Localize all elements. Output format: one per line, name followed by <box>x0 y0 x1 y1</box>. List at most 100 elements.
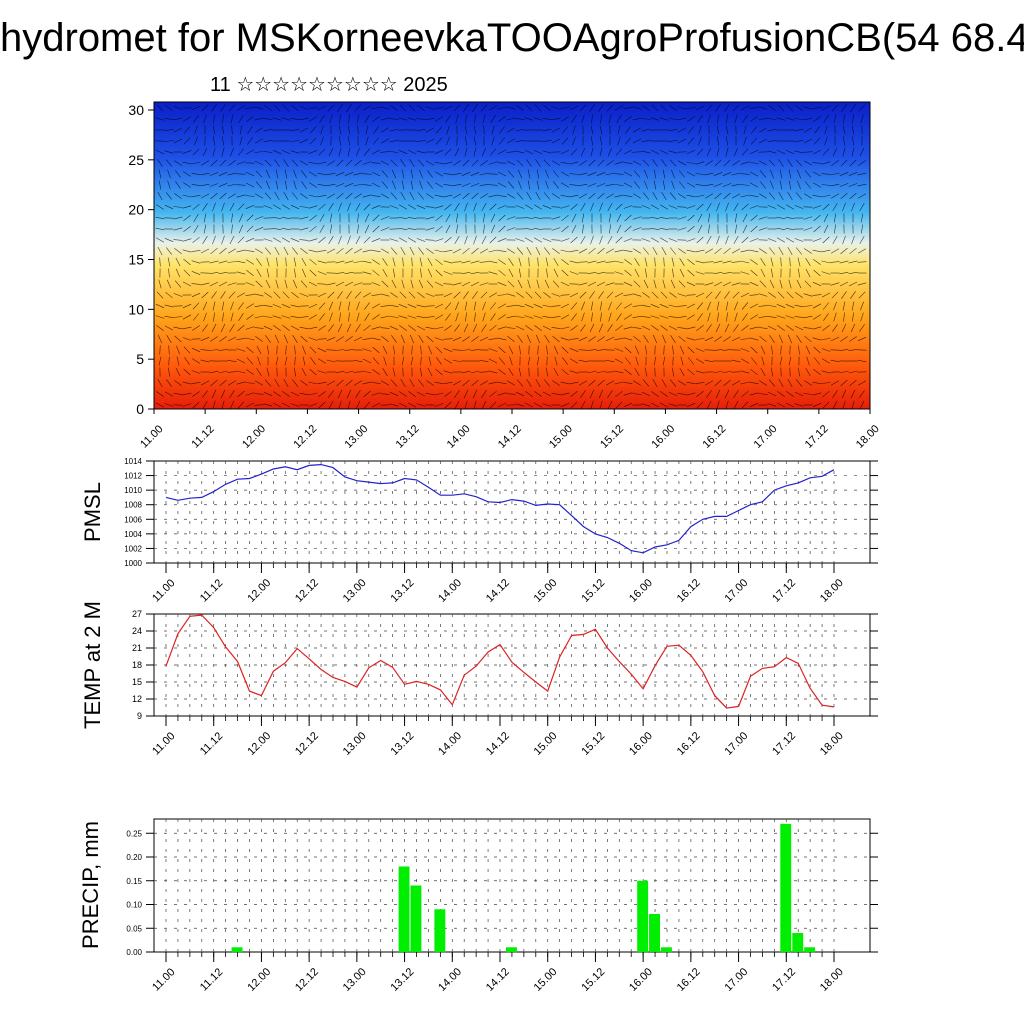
wind-barb <box>830 183 840 187</box>
wind-barb <box>589 291 595 299</box>
wind-barb <box>659 117 669 121</box>
wind-barb <box>263 403 273 407</box>
wind-barb <box>733 390 739 398</box>
wind-barb <box>823 313 829 321</box>
wind-barb <box>615 390 623 398</box>
wind-barb <box>209 272 219 274</box>
wind-barb <box>182 403 192 407</box>
wind-barb <box>543 247 551 255</box>
wind-barb <box>372 214 380 222</box>
wind-barb <box>723 336 731 342</box>
wind-barb <box>537 345 539 355</box>
wind-barb <box>661 378 667 388</box>
wind-barb <box>192 325 200 331</box>
wind-barb <box>623 294 633 296</box>
wind-barb <box>695 358 705 364</box>
y-tick-label: 30 <box>128 102 144 118</box>
wind-barb <box>760 367 766 377</box>
wind-barb <box>319 224 325 234</box>
wind-barb <box>290 391 300 397</box>
wind-barb <box>471 192 479 200</box>
wind-barb <box>192 236 200 244</box>
wind-barb <box>749 249 759 253</box>
y-tick-label: 0.20 <box>126 853 142 862</box>
wind-barb <box>749 402 759 408</box>
precip-bar <box>792 933 804 952</box>
wind-barb <box>686 249 696 253</box>
wind-barb <box>506 216 516 220</box>
wind-barb <box>830 172 840 176</box>
x-tick-label: 11.12 <box>198 966 225 993</box>
wind-barb <box>183 269 191 277</box>
wind-barb <box>569 161 579 165</box>
wind-barb <box>380 293 390 297</box>
wind-barb <box>202 400 208 409</box>
wind-barb <box>309 126 317 134</box>
wind-barb <box>471 247 479 255</box>
wind-barb <box>706 390 712 398</box>
wind-barb <box>464 235 468 245</box>
wind-barb <box>210 336 218 342</box>
wind-barb <box>596 370 606 374</box>
wind-barb <box>435 126 443 134</box>
wind-barb <box>483 213 485 223</box>
wind-barb <box>633 248 641 254</box>
wind-barb <box>641 205 651 209</box>
wind-barb <box>545 169 549 179</box>
wind-barb <box>372 346 380 354</box>
wind-barb <box>542 403 552 407</box>
wind-barb <box>372 259 380 265</box>
wind-barb <box>660 325 668 331</box>
wind-barb <box>677 305 687 307</box>
wind-barb <box>200 172 210 176</box>
precip-bar <box>506 947 517 953</box>
wind-barb <box>443 161 453 165</box>
wind-barb <box>173 227 183 231</box>
wind-barb <box>472 323 478 333</box>
wind-barb <box>344 349 354 351</box>
wind-barb <box>200 193 210 199</box>
wind-barb <box>794 205 804 209</box>
wind-barb <box>534 204 542 210</box>
wind-barb <box>672 345 674 355</box>
wind-barb <box>516 159 524 167</box>
wind-barb <box>317 173 327 175</box>
wind-barb <box>339 312 341 322</box>
wind-barb <box>236 292 246 298</box>
wind-barb <box>741 236 749 244</box>
wind-barb <box>786 291 794 299</box>
wind-barb <box>308 392 318 396</box>
wind-barb <box>372 369 380 375</box>
wind-barb <box>724 389 730 399</box>
wind-barb <box>168 367 170 377</box>
wind-barb <box>632 117 642 121</box>
wind-barb <box>452 282 462 286</box>
wind-barb <box>272 117 282 121</box>
wind-barb <box>398 402 408 408</box>
wind-barb <box>159 257 161 267</box>
wind-barb <box>173 127 183 133</box>
wind-barb <box>443 358 453 364</box>
wind-barb <box>795 379 803 387</box>
wind-barb <box>227 261 237 263</box>
wind-barb <box>616 224 622 234</box>
wind-barb <box>425 316 435 318</box>
wind-barb <box>166 279 172 289</box>
wind-barb <box>671 169 675 179</box>
wind-barb <box>409 378 415 388</box>
wind-barb <box>686 194 696 198</box>
wind-barb <box>380 227 390 231</box>
wind-barb <box>516 105 524 111</box>
wind-barb <box>544 279 550 289</box>
wind-barb <box>165 159 173 167</box>
wind-barb <box>498 357 506 365</box>
wind-barb <box>299 316 309 318</box>
wind-barb <box>758 216 768 220</box>
wind-barb <box>506 117 516 121</box>
wind-barb <box>416 118 426 120</box>
wind-barb <box>560 149 570 155</box>
wind-barb <box>623 337 633 341</box>
wind-barb <box>560 182 570 188</box>
x-tick-label: 12.12 <box>293 577 321 605</box>
